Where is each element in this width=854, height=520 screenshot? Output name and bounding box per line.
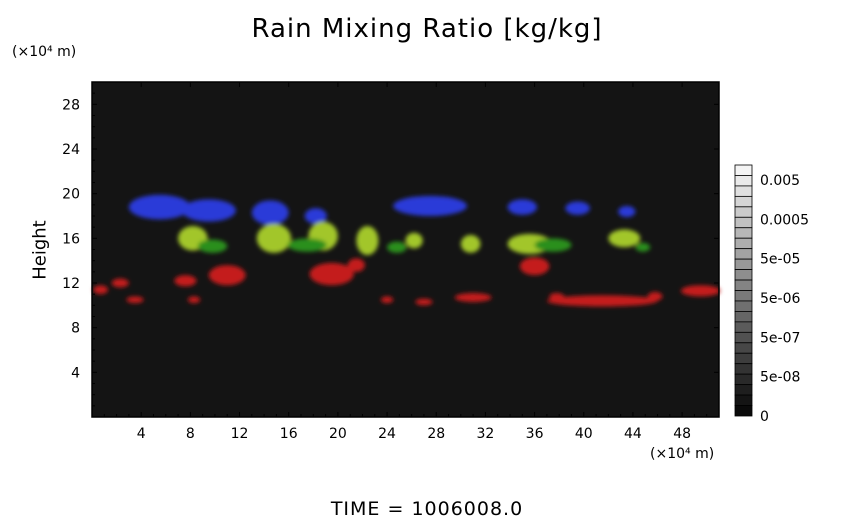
colorbar-label: 5e-05 — [760, 252, 800, 268]
blue-region — [393, 195, 467, 216]
colorbar-cell — [734, 258, 753, 270]
y-tick-label: 28 — [62, 97, 80, 113]
x-tick-label: 28 — [427, 426, 445, 442]
yellow-green-region — [405, 232, 423, 249]
blue-region — [181, 199, 236, 222]
colorbar-cell — [734, 216, 753, 229]
yellow-green-region — [356, 226, 379, 256]
colorbar-cell — [734, 394, 753, 406]
red-region — [549, 293, 565, 300]
red-region — [126, 296, 144, 304]
x-axis: 4 8 12 16 20 24 28 32 36 40 44 48 — [103, 82, 708, 442]
blue-region — [304, 208, 327, 224]
x-tick-label: 40 — [575, 426, 593, 442]
chart-title: Rain Mixing Ratio [kg/kg] — [251, 14, 603, 44]
red-region — [415, 298, 433, 306]
x-tick-label: 16 — [280, 426, 298, 442]
data-regions — [93, 194, 721, 307]
blue-region — [507, 199, 538, 215]
red-region — [454, 293, 492, 302]
colorbar-cell — [734, 373, 753, 386]
colorbar-label: 0.0005 — [760, 212, 809, 228]
y-tick-label: 4 — [71, 365, 80, 381]
y-tick-label: 12 — [62, 276, 80, 292]
colorbar-cell — [734, 363, 753, 375]
colorbar-cell — [734, 175, 753, 187]
colorbar-cell — [734, 321, 753, 333]
y-tick-label: 16 — [62, 231, 80, 247]
colorbar-cell — [734, 248, 753, 260]
time-value: 1006008.0 — [411, 498, 524, 520]
y-axis: 4 8 12 16 20 24 28 — [62, 92, 719, 407]
colorbar-label: 5e-07 — [760, 330, 800, 346]
colorbar-cell — [734, 227, 753, 239]
colorbar: 0.005 0.0005 5e-05 5e-06 5e-07 5e-08 0 — [734, 164, 809, 425]
yellow-green-region — [256, 223, 292, 253]
red-region — [347, 258, 365, 272]
colorbar-cell — [734, 331, 753, 344]
colorbar-cell — [734, 269, 753, 281]
colorbar-cell — [734, 311, 753, 323]
green-region — [197, 239, 228, 253]
x-tick-label: 4 — [137, 426, 146, 442]
time-readout: TIME = 1006008.0 — [0, 498, 854, 520]
green-region — [635, 242, 651, 252]
colorbar-label: 5e-08 — [760, 370, 800, 386]
colorbar-cell — [734, 342, 753, 354]
blue-region — [618, 205, 636, 218]
red-region — [111, 278, 129, 288]
green-region — [387, 241, 407, 253]
yellow-green-region — [608, 229, 641, 248]
blue-region — [128, 194, 191, 220]
red-region — [174, 275, 197, 287]
colorbar-cell — [734, 300, 753, 312]
colorbar-cell — [734, 195, 753, 208]
x-tick-label: 48 — [673, 426, 691, 442]
blue-region — [565, 201, 590, 215]
x-tick-label: 32 — [476, 426, 494, 442]
colorbar-cell — [734, 279, 753, 291]
time-label: TIME — [330, 498, 381, 520]
colorbar-cell — [734, 185, 753, 197]
x-tick-label: 8 — [186, 426, 195, 442]
red-region — [519, 257, 550, 276]
colorbar-label: 5e-06 — [760, 291, 800, 307]
y-tick-label: 8 — [71, 321, 80, 337]
x-axis-unit: (×10⁴ m) — [650, 446, 715, 462]
colorbar-label: 0 — [760, 409, 769, 425]
red-region — [647, 291, 663, 301]
y-tick-label: 24 — [62, 142, 80, 158]
colorbar-cell — [734, 405, 753, 417]
colorbar-cell — [734, 352, 753, 365]
colorbar-cell — [734, 206, 753, 218]
green-region — [287, 238, 327, 252]
x-tick-label: 44 — [624, 426, 642, 442]
x-tick-label: 20 — [329, 426, 347, 442]
colorbar-label: 0.005 — [760, 173, 800, 189]
red-region — [187, 296, 201, 304]
x-tick-label: 12 — [231, 426, 249, 442]
red-region — [309, 262, 354, 286]
colorbar-cell — [734, 384, 753, 396]
x-tick-label: 24 — [378, 426, 396, 442]
colorbar-cell — [734, 290, 753, 302]
green-region — [534, 238, 572, 252]
colorbar-cell — [734, 164, 753, 176]
red-region — [208, 265, 246, 286]
time-separator: = — [387, 498, 405, 520]
red-region — [546, 295, 658, 307]
colorbar-cell — [734, 237, 753, 250]
y-tick-label: 20 — [62, 187, 80, 203]
x-tick-label: 36 — [526, 426, 544, 442]
red-region — [93, 285, 108, 295]
y-axis-unit: (×10⁴ m) — [12, 44, 77, 60]
blue-region — [251, 200, 289, 225]
red-region — [680, 285, 721, 297]
yellow-green-region — [460, 234, 481, 253]
red-region — [380, 296, 394, 304]
